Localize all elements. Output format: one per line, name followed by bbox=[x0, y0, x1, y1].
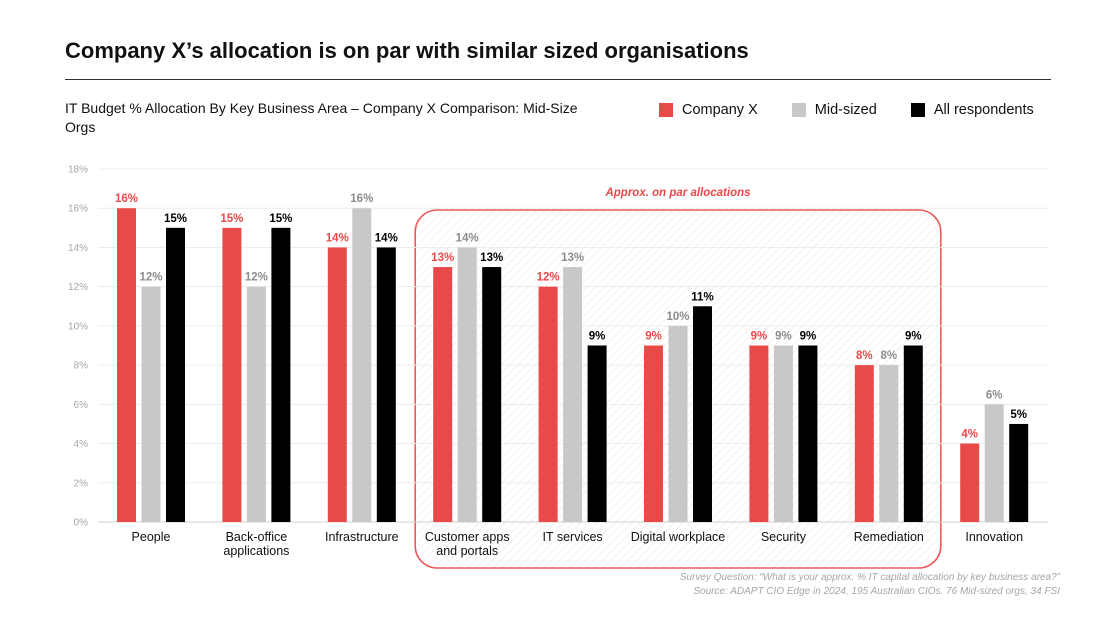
data-label: 9% bbox=[775, 331, 792, 343]
data-label: 12% bbox=[537, 272, 560, 284]
bar-all-respondents-customer-apps-and-portals bbox=[482, 267, 502, 522]
x-category-label: applications bbox=[223, 544, 289, 558]
x-category-label: Digital workplace bbox=[631, 530, 726, 544]
chart-legend: Company X Mid-sized All respondents bbox=[659, 100, 1034, 120]
x-category-label: Security bbox=[761, 530, 807, 544]
x-category-label: Innovation bbox=[965, 530, 1023, 544]
legend-label-company-x: Company X bbox=[682, 102, 758, 118]
x-category-label: Remediation bbox=[854, 530, 924, 544]
data-label: 9% bbox=[589, 331, 606, 343]
data-label: 13% bbox=[561, 252, 584, 264]
data-label: 12% bbox=[245, 272, 268, 284]
bar-all-respondents-it-services bbox=[587, 345, 607, 522]
data-label: 8% bbox=[880, 350, 897, 362]
data-label: 14% bbox=[456, 232, 479, 244]
data-label: 15% bbox=[269, 213, 292, 225]
x-category-label: and portals bbox=[436, 544, 498, 558]
title-divider bbox=[65, 79, 1051, 80]
legend-swatch-mid-sized bbox=[791, 103, 806, 117]
data-label: 4% bbox=[961, 429, 978, 441]
x-category-label: Customer apps bbox=[425, 530, 510, 544]
bar-all-respondents-innovation bbox=[1009, 423, 1029, 522]
bar-all-respondents-security bbox=[798, 345, 818, 522]
data-label: 9% bbox=[645, 331, 662, 343]
data-label: 15% bbox=[164, 213, 187, 225]
legend-label-all-respondents: All respondents bbox=[933, 102, 1034, 118]
x-category-label: People bbox=[132, 530, 171, 544]
data-label: 15% bbox=[220, 213, 243, 225]
bar-mid-sized-customer-apps-and-portals bbox=[457, 247, 477, 522]
bar-all-respondents-digital-workplace bbox=[693, 306, 712, 522]
source-note: Source: ADAPT CIO Edge in 2024, 195 Aust… bbox=[693, 586, 1060, 597]
bar-all-respondents-people bbox=[166, 227, 185, 523]
y-tick-label: 6% bbox=[74, 400, 89, 411]
data-label: 13% bbox=[480, 252, 503, 264]
data-label: 5% bbox=[1010, 409, 1027, 421]
legend-item-company-x: Company X bbox=[659, 102, 758, 118]
legend-swatch-all-respondents bbox=[910, 103, 925, 117]
bar-company-x-back-office-applications bbox=[222, 227, 242, 523]
data-label: 11% bbox=[691, 291, 713, 303]
chart-subtitle: IT Budget % Allocation By Key Business A… bbox=[65, 100, 578, 135]
legend-item-all-respondents: All respondents bbox=[910, 102, 1034, 118]
legend-swatch-company-x bbox=[659, 103, 673, 117]
x-category-label: Infrastructure bbox=[325, 530, 399, 544]
bar-mid-sized-infrastructure bbox=[352, 208, 372, 522]
y-tick-label: 18% bbox=[68, 165, 88, 176]
y-tick-label: 12% bbox=[68, 282, 88, 293]
y-tick-label: 4% bbox=[74, 439, 89, 450]
bar-all-respondents-back-office-applications bbox=[271, 227, 291, 523]
y-tick-label: 14% bbox=[68, 243, 88, 254]
bar-mid-sized-back-office-applications bbox=[246, 286, 266, 522]
bar-company-x-digital-workplace bbox=[644, 345, 663, 522]
bar-company-x-people bbox=[117, 208, 136, 522]
bar-company-x-infrastructure bbox=[327, 247, 347, 522]
data-label: 8% bbox=[856, 350, 873, 362]
y-tick-label: 10% bbox=[68, 321, 88, 332]
legend-label-mid-sized: Mid-sized bbox=[814, 102, 877, 118]
bar-mid-sized-digital-workplace bbox=[668, 325, 688, 522]
bar-mid-sized-security bbox=[773, 345, 793, 522]
data-label: 12% bbox=[139, 272, 162, 284]
bar-company-x-security bbox=[749, 345, 769, 522]
data-label: 9% bbox=[751, 331, 768, 343]
bar-mid-sized-remediation bbox=[879, 365, 899, 522]
bar-mid-sized-it-services bbox=[563, 267, 583, 522]
bar-mid-sized-people bbox=[141, 286, 161, 522]
bar-company-x-innovation bbox=[960, 443, 980, 522]
bar-all-respondents-infrastructure bbox=[376, 247, 396, 522]
data-label: 9% bbox=[800, 331, 817, 343]
bar-all-respondents-remediation bbox=[903, 345, 923, 522]
data-label: 14% bbox=[375, 232, 398, 244]
y-tick-label: 16% bbox=[68, 204, 88, 215]
survey-question-note: Survey Question: “What is your approx. %… bbox=[679, 572, 1060, 583]
data-label: 16% bbox=[350, 193, 373, 205]
page-title: Company X’s allocation is on par with si… bbox=[65, 38, 749, 63]
x-category-label: Back-office bbox=[226, 530, 288, 544]
data-label: 10% bbox=[666, 311, 689, 323]
y-tick-label: 2% bbox=[74, 478, 89, 489]
data-label: 9% bbox=[905, 331, 922, 343]
data-label: 6% bbox=[986, 389, 1003, 401]
bar-mid-sized-innovation bbox=[984, 404, 1004, 522]
data-label: 16% bbox=[115, 193, 138, 205]
bar-company-x-remediation bbox=[854, 365, 874, 522]
y-tick-label: 8% bbox=[74, 361, 89, 372]
annotation-label: Approx. on par allocations bbox=[604, 187, 750, 199]
legend-item-mid-sized: Mid-sized bbox=[791, 102, 877, 118]
y-tick-label: 0% bbox=[74, 518, 89, 529]
x-category-label: IT services bbox=[542, 530, 602, 544]
data-label: 13% bbox=[431, 252, 454, 264]
bar-company-x-it-services bbox=[538, 286, 558, 522]
data-label: 14% bbox=[326, 232, 349, 244]
bar-company-x-customer-apps-and-portals bbox=[433, 267, 453, 522]
